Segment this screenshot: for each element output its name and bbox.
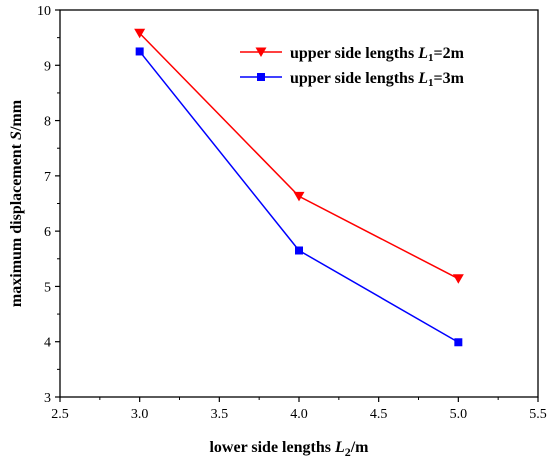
x-tick-label: 5.5 — [529, 407, 547, 422]
x-tick-label: 3.5 — [211, 407, 229, 422]
x-tick-label: 5.0 — [450, 407, 468, 422]
axes: 2.5 3.0 3.5 4.0 4.5 5.0 5.5 3 4 5 6 7 8 9 10 — [37, 4, 547, 422]
y-tick-label: 7 — [44, 170, 51, 185]
legend-label: upper side lengths L1=3m — [290, 70, 465, 89]
data-point — [134, 28, 146, 39]
series-group — [134, 28, 464, 347]
data-point — [255, 47, 267, 57]
y-tick-label: 6 — [44, 225, 51, 240]
legend: upper side lengths L1=2m upper side lengt… — [240, 45, 465, 89]
series-2 — [135, 47, 463, 347]
data-point — [454, 338, 463, 347]
legend-item-2: upper side lengths L1=3m — [240, 70, 465, 89]
plot-frame — [59, 9, 539, 398]
data-point — [452, 274, 464, 284]
y-tick-label: 4 — [44, 336, 51, 351]
x-tick-label: 4.5 — [370, 407, 388, 422]
legend-label: upper side lengths L1=2m — [290, 45, 465, 64]
y-tick-label: 8 — [44, 115, 51, 130]
x-tick-label: 3.0 — [131, 407, 149, 422]
y-tick-label: 5 — [44, 280, 51, 295]
data-point — [135, 47, 144, 56]
x-tick-label: 4.0 — [290, 407, 308, 422]
y-axis-title: maximum displacement S/mm — [8, 99, 25, 307]
y-tick-label: 10 — [37, 4, 51, 19]
data-point — [295, 246, 303, 255]
data-point — [293, 191, 305, 202]
y-tick-label: 9 — [44, 59, 51, 74]
y-tick-label: 3 — [44, 391, 51, 406]
legend-item-1: upper side lengths L1=2m — [240, 45, 465, 64]
x-tick-label: 2.5 — [51, 407, 69, 422]
series-1 — [134, 28, 464, 284]
x-axis-title: lower side lengths L2/m — [209, 439, 369, 459]
data-point — [257, 73, 265, 81]
axis-titles: lower side lengths L2/m maximum displacem… — [8, 99, 369, 459]
